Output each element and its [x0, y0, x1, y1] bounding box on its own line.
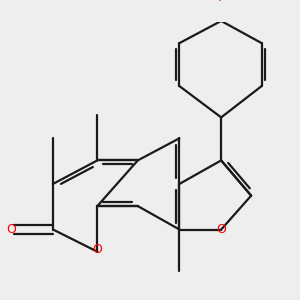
- Text: O: O: [7, 223, 16, 236]
- Text: O: O: [92, 243, 102, 256]
- Text: O: O: [216, 223, 226, 236]
- Text: F: F: [218, 0, 225, 4]
